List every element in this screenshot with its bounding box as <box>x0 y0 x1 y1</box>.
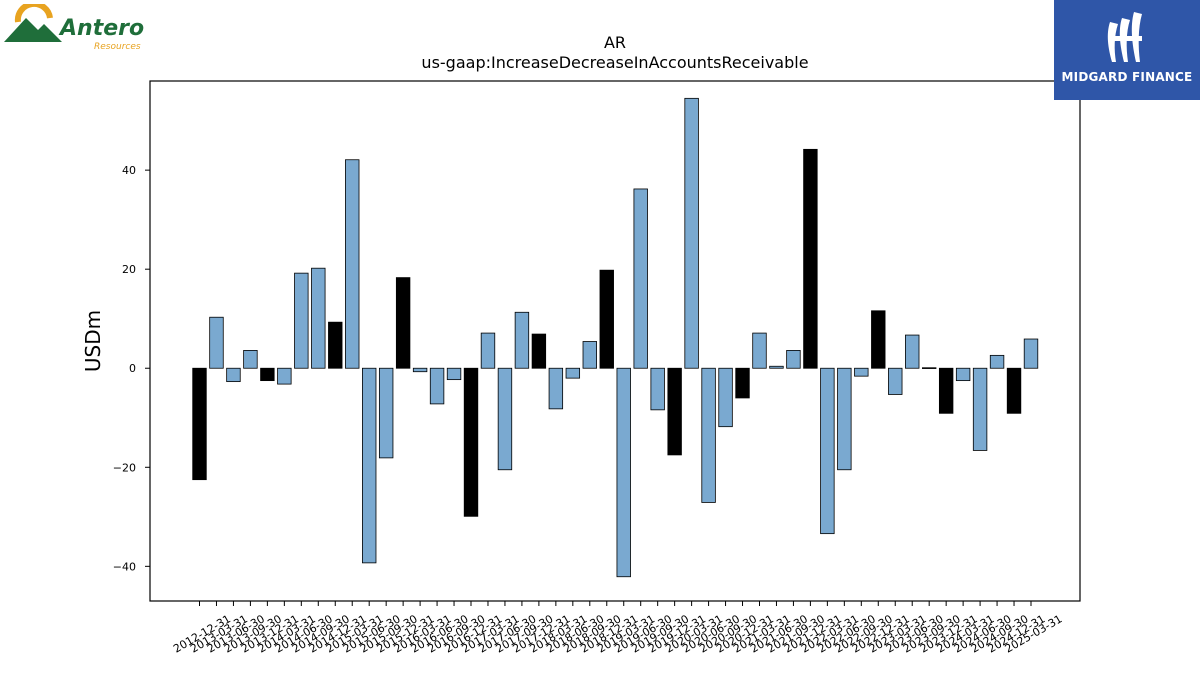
bar-2020-03-31 <box>684 97 699 369</box>
bar-2017-09-30 <box>514 311 530 369</box>
bar-2021-09-30 <box>786 350 801 369</box>
bar-2016-12-31 <box>463 367 479 517</box>
bar-2014-03-31 <box>277 367 292 385</box>
bar-2023-12-31 <box>938 367 954 414</box>
bar-2024-03-31 <box>955 367 971 382</box>
bar-2013-12-31 <box>260 367 275 382</box>
bar-2015-06-30 <box>362 367 377 564</box>
plot-frame <box>149 80 1081 602</box>
antero-logo-subtitle: Resources <box>94 42 141 52</box>
bar-2020-12-31 <box>735 367 750 399</box>
bar-2015-03-31 <box>345 159 360 369</box>
bar-2012-12-31 <box>192 367 207 481</box>
midgard-logo-text: MIDGARD FINANCE <box>1061 70 1193 84</box>
bar-2022-06-30 <box>837 367 852 471</box>
bar-2019-03-31 <box>616 367 631 578</box>
bar-2025-03-31 <box>1023 338 1039 369</box>
bar-2019-12-31 <box>667 367 682 456</box>
bar-2013-09-30 <box>243 350 258 369</box>
bar-2018-12-31 <box>599 269 614 369</box>
bar-2023-03-31 <box>888 367 903 395</box>
y-tick-label: 20 <box>122 263 136 276</box>
bar-2023-09-30 <box>922 367 937 369</box>
bar-2020-06-30 <box>701 367 716 503</box>
y-tick-label: 0 <box>129 362 136 375</box>
bar-2017-06-30 <box>497 367 513 471</box>
chart-subtitle: us-gaap:IncreaseDecreaseInAccountsReceiv… <box>421 53 808 72</box>
bar-2019-06-30 <box>633 188 648 369</box>
bar-2018-03-31 <box>548 367 564 410</box>
bar-2022-09-30 <box>854 367 869 377</box>
bar-2023-06-30 <box>905 334 920 369</box>
mountain-sun-icon <box>4 0 62 42</box>
bar-2021-03-31 <box>752 332 767 369</box>
y-axis-label: USDm <box>81 310 105 372</box>
bar-2018-06-30 <box>565 367 581 379</box>
y-ticks-group: −40 −20 0 20 40 <box>113 164 150 573</box>
bar-2013-06-30 <box>226 367 241 383</box>
bar-2015-12-31 <box>395 277 411 369</box>
antero-logo-text: Antero <box>60 16 145 41</box>
y-tick-label: −40 <box>113 560 136 573</box>
bar-2022-12-31 <box>871 310 886 369</box>
y-tick-label: 40 <box>122 164 136 177</box>
bar-2022-03-31 <box>820 367 835 535</box>
bar-2014-09-30 <box>311 267 326 369</box>
bar-2014-06-30 <box>294 272 309 369</box>
bar-2016-09-30 <box>446 367 462 381</box>
bar-2017-03-31 <box>480 332 496 369</box>
bar-2016-03-31 <box>412 367 428 373</box>
bar-2016-06-30 <box>429 367 445 405</box>
bar-2019-09-30 <box>650 367 665 411</box>
chart-title: AR <box>604 33 626 52</box>
antero-logo: Antero Resources <box>4 0 154 54</box>
midgard-finance-logo: MIDGARD FINANCE <box>1054 0 1200 100</box>
bar-2024-12-31 <box>1006 367 1022 414</box>
midgard-emblem-icon <box>1107 12 1142 62</box>
bar-2014-12-31 <box>328 321 343 369</box>
bar-2017-12-31 <box>531 333 547 369</box>
y-tick-label: −20 <box>113 461 136 474</box>
bar-2021-12-31 <box>803 148 818 369</box>
x-ticks-group: 2012-12-312013-03-312013-06-302013-09-30… <box>171 601 1065 656</box>
bar-2024-06-30 <box>972 367 988 451</box>
bar-2018-09-30 <box>582 341 597 369</box>
bar-2024-09-30 <box>989 354 1005 369</box>
bar-2021-06-30 <box>769 365 784 369</box>
bar-2020-09-30 <box>718 367 733 428</box>
bar-2015-09-30 <box>378 367 394 459</box>
bars-group <box>192 97 1039 578</box>
bar-2013-03-31 <box>209 316 224 369</box>
